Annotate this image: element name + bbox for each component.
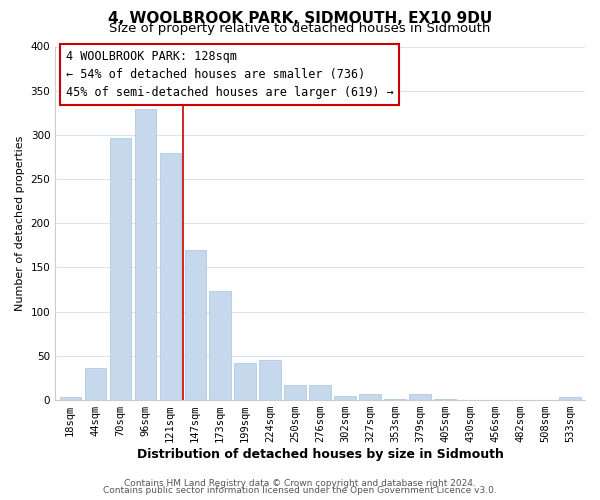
- Bar: [434, 399, 455, 400]
- Bar: [334, 396, 356, 400]
- Bar: [160, 152, 181, 400]
- Text: 4 WOOLBROOK PARK: 128sqm
← 54% of detached houses are smaller (736)
45% of semi-: 4 WOOLBROOK PARK: 128sqm ← 54% of detach…: [66, 50, 394, 99]
- Bar: [85, 368, 106, 400]
- Text: Size of property relative to detached houses in Sidmouth: Size of property relative to detached ho…: [109, 22, 491, 35]
- X-axis label: Distribution of detached houses by size in Sidmouth: Distribution of detached houses by size …: [137, 448, 503, 461]
- Bar: [259, 360, 281, 400]
- Bar: [110, 138, 131, 400]
- Bar: [209, 292, 231, 400]
- Bar: [359, 394, 380, 400]
- Bar: [284, 385, 306, 400]
- Bar: [385, 399, 406, 400]
- Y-axis label: Number of detached properties: Number of detached properties: [15, 136, 25, 311]
- Text: Contains public sector information licensed under the Open Government Licence v3: Contains public sector information licen…: [103, 486, 497, 495]
- Text: 4, WOOLBROOK PARK, SIDMOUTH, EX10 9DU: 4, WOOLBROOK PARK, SIDMOUTH, EX10 9DU: [108, 11, 492, 26]
- Bar: [310, 385, 331, 400]
- Bar: [409, 394, 431, 400]
- Bar: [235, 363, 256, 400]
- Bar: [59, 396, 81, 400]
- Bar: [185, 250, 206, 400]
- Bar: [134, 110, 156, 400]
- Bar: [559, 398, 581, 400]
- Text: Contains HM Land Registry data © Crown copyright and database right 2024.: Contains HM Land Registry data © Crown c…: [124, 478, 476, 488]
